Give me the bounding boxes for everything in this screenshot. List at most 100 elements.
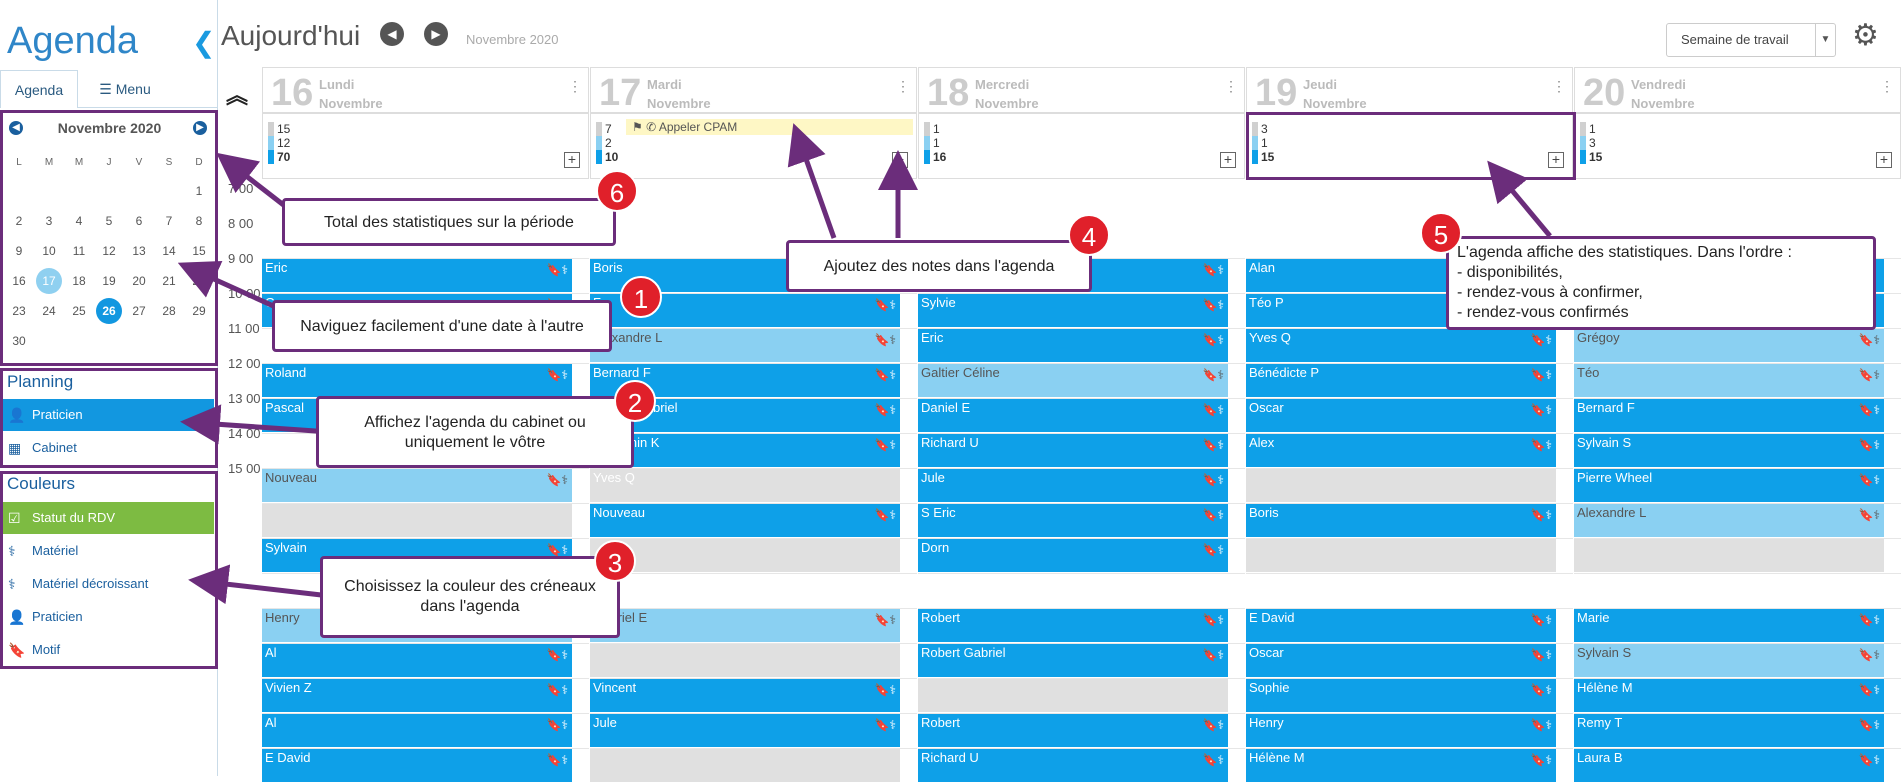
appointment-slot[interactable]: Jule 🔖⚕	[590, 714, 900, 747]
appointment-slot[interactable]: Yves Q 🔖⚕	[1246, 329, 1556, 362]
day-header[interactable]: 19 Jeudi Novembre ⋮	[1246, 67, 1573, 114]
appointment-slot[interactable]: Galtier Céline 🔖⚕	[918, 364, 1228, 397]
mini-calendar-day[interactable]: 18	[72, 274, 86, 288]
mini-calendar-day[interactable]: 15	[192, 244, 206, 258]
mini-calendar-day[interactable]: 24	[42, 304, 56, 318]
appointment-slot[interactable]: Hélène M 🔖⚕	[1574, 679, 1884, 712]
appointment-slot[interactable]: Richard U 🔖⚕	[918, 434, 1228, 467]
prev-month-icon[interactable]: ◀	[9, 121, 23, 135]
appointment-slot[interactable]: Eric 🔖⚕	[918, 329, 1228, 362]
planning-item-cabinet[interactable]: ▦ Cabinet	[0, 432, 214, 464]
appointment-slot[interactable]: Téo 🔖⚕	[1574, 364, 1884, 397]
appointment-slot[interactable]: Nouveau 🔖⚕	[262, 469, 572, 502]
appointment-slot[interactable]: Gabriel E 🔖⚕	[590, 609, 900, 642]
collapse-sidebar-icon[interactable]: ❮	[192, 27, 216, 58]
add-note-button[interactable]: +	[564, 152, 580, 168]
mini-calendar-day[interactable]: 20	[132, 274, 146, 288]
mini-calendar-day[interactable]: 8	[195, 214, 203, 228]
appointment-slot[interactable]: Robert 🔖⚕	[918, 714, 1228, 747]
mini-calendar-day[interactable]: 29	[192, 304, 206, 318]
appointment-slot[interactable]	[262, 504, 572, 537]
mini-calendar-day[interactable]: 3	[45, 214, 53, 228]
appointment-slot[interactable]: Robert 🔖⚕	[918, 609, 1228, 642]
tab-agenda[interactable]: Agenda	[0, 70, 78, 108]
couleur-item-materiel[interactable]: ⚕ Matériel	[0, 535, 214, 567]
mini-calendar-day[interactable]: 10	[42, 244, 56, 258]
appointment-slot[interactable]: Sophie 🔖⚕	[1246, 679, 1556, 712]
appointment-slot[interactable]	[1574, 539, 1884, 572]
mini-calendar-day[interactable]: 7	[165, 214, 173, 228]
appointment-slot[interactable]: S Eric 🔖⚕	[918, 504, 1228, 537]
mini-calendar-day[interactable]: 14	[162, 244, 176, 258]
appointment-slot[interactable]: Nouveau 🔖⚕	[590, 504, 900, 537]
mini-calendar-day[interactable]: 1	[195, 184, 203, 198]
appointment-slot[interactable]: Boris 🔖⚕	[1246, 504, 1556, 537]
appointment-slot[interactable]: Bénédicte P 🔖⚕	[1246, 364, 1556, 397]
day-header[interactable]: 20 Vendredi Novembre ⋮	[1574, 67, 1901, 114]
mini-calendar-day[interactable]: 16	[12, 274, 26, 288]
mini-calendar-day[interactable]: 26	[96, 298, 122, 324]
appointment-slot[interactable]: Sylvain S 🔖⚕	[1574, 434, 1884, 467]
appointment-slot[interactable]: Sylvie 🔖⚕	[918, 294, 1228, 327]
add-note-button[interactable]: +	[1876, 152, 1892, 168]
gear-icon[interactable]: ⚙	[1852, 19, 1879, 52]
appointment-slot[interactable]: Henry 🔖⚕	[1246, 714, 1556, 747]
mini-calendar-day[interactable]: 27	[132, 304, 146, 318]
couleur-item-motif[interactable]: 🔖 Motif	[0, 634, 214, 666]
appointment-slot[interactable]: Marie 🔖⚕	[1574, 609, 1884, 642]
day-header[interactable]: 18 Mercredi Novembre ⋮	[918, 67, 1245, 114]
appointment-slot[interactable]: Dorn 🔖⚕	[918, 539, 1228, 572]
collapse-up-icon[interactable]: ︽	[226, 83, 249, 108]
today-button[interactable]: Aujourd'hui	[221, 20, 361, 51]
more-options-icon[interactable]: ⋮	[1552, 78, 1566, 94]
appointment-slot[interactable]: E David 🔖⚕	[1246, 609, 1556, 642]
mini-calendar-day[interactable]: 4	[75, 214, 83, 228]
mini-calendar-day[interactable]: 9	[15, 244, 23, 258]
appointment-slot[interactable]: Grégoy 🔖⚕	[1574, 329, 1884, 362]
appointment-slot[interactable]: Bernard F 🔖⚕	[1574, 399, 1884, 432]
mini-calendar-day[interactable]: 2	[15, 214, 23, 228]
mini-calendar-day[interactable]: 21	[162, 274, 176, 288]
more-options-icon[interactable]: ⋮	[896, 78, 910, 94]
tab-menu[interactable]: ☰ Menu	[90, 70, 160, 108]
prev-week-icon[interactable]: ◀	[380, 22, 404, 46]
appointment-slot[interactable]: Robert Gabriel 🔖⚕	[918, 644, 1228, 677]
appointment-slot[interactable]: Vincent 🔖⚕	[590, 679, 900, 712]
appointment-slot[interactable]: Al 🔖⚕	[262, 714, 572, 747]
appointment-slot[interactable]: Al 🔖⚕	[262, 644, 572, 677]
mini-calendar-day[interactable]: 19	[102, 274, 116, 288]
day-header[interactable]: 16 Lundi Novembre ⋮	[262, 67, 589, 114]
appointment-slot[interactable]: Jule 🔖⚕	[918, 469, 1228, 502]
appointment-slot[interactable]: Oscar 🔖⚕	[1246, 644, 1556, 677]
appointment-slot[interactable]: Sylvain S 🔖⚕	[1574, 644, 1884, 677]
appointment-slot[interactable]: Yves Q	[590, 469, 900, 502]
appointment-slot[interactable]: Alex 🔖⚕	[1246, 434, 1556, 467]
appointment-slot[interactable]	[590, 539, 900, 572]
mini-calendar-day[interactable]: 30	[12, 334, 26, 348]
view-select[interactable]: Semaine de travail ▼	[1666, 23, 1836, 57]
mini-calendar-day[interactable]: 12	[102, 244, 116, 258]
next-month-icon[interactable]: ▶	[193, 121, 207, 135]
appointment-slot[interactable]	[590, 644, 900, 677]
day-header[interactable]: 17 Mardi Novembre ⋮	[590, 67, 917, 114]
appointment-slot[interactable]: Pierre Wheel 🔖⚕	[1574, 469, 1884, 502]
mini-calendar-day[interactable]: 6	[135, 214, 143, 228]
appointment-slot[interactable]	[1246, 469, 1556, 502]
appointment-slot[interactable]: Roland 🔖⚕	[262, 364, 572, 397]
add-note-button[interactable]: +	[1220, 152, 1236, 168]
appointment-slot[interactable]: Eric 🔖⚕	[262, 259, 572, 292]
appointment-slot[interactable]: Benjamin K🔖⚕	[590, 434, 900, 467]
mini-calendar-day[interactable]: 13	[132, 244, 146, 258]
next-week-icon[interactable]: ▶	[424, 22, 448, 46]
more-options-icon[interactable]: ⋮	[568, 78, 582, 94]
mini-calendar-day[interactable]: 28	[162, 304, 176, 318]
couleur-item-statut[interactable]: ☑ Statut du RDV	[0, 502, 214, 534]
appointment-slot[interactable]: Daniel E 🔖⚕	[918, 399, 1228, 432]
couleur-item-materiel-decroissant[interactable]: ⚕ Matériel décroissant	[0, 568, 214, 600]
couleur-item-praticien[interactable]: 👤 Praticien	[0, 601, 214, 633]
more-options-icon[interactable]: ⋮	[1880, 78, 1894, 94]
appointment-slot[interactable]: Alexandre L 🔖⚕	[1574, 504, 1884, 537]
planning-item-praticien[interactable]: 👤 Praticien	[0, 399, 214, 431]
appointment-slot[interactable]: Oscar 🔖⚕	[1246, 399, 1556, 432]
mini-calendar-day[interactable]: 25	[72, 304, 86, 318]
